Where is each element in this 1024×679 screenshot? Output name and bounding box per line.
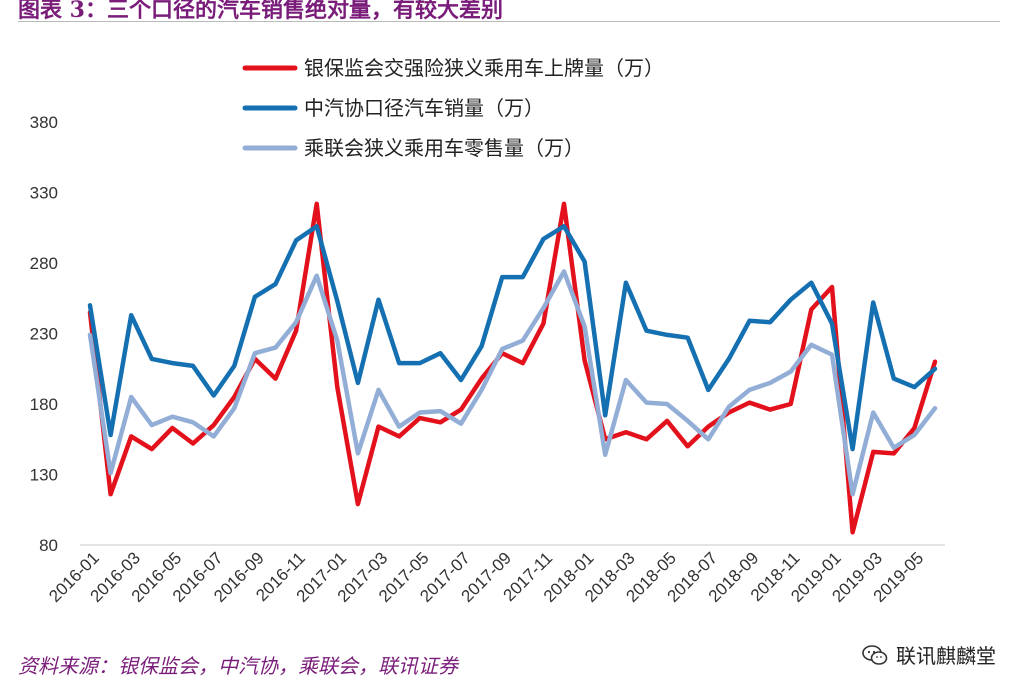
y-tick-label: 230 (30, 325, 58, 344)
watermark-text: 联讯麒麟堂 (896, 644, 996, 668)
x-axis: 2016-012016-032016-052016-072016-092016-… (45, 544, 945, 606)
y-axis: 80 130 180 230 280 330 380 (30, 113, 58, 555)
legend-label-1: 银保监会交强险狭义乘用车上牌量（万） (304, 56, 664, 80)
y-tick-label: 80 (39, 536, 58, 555)
series-line-1 (87, 201, 938, 535)
series-line-2 (87, 224, 938, 452)
legend: 银保监会交强险狭义乘用车上牌量（万） 中汽协口径汽车销量（万） 乘联会狭义乘用车零售… (242, 56, 664, 160)
chart-title: 图表 3：三个口径的汽车销售绝对量，有较大差别 (18, 0, 503, 23)
watermark: 联讯麒麟堂 (862, 640, 996, 669)
wechat-icon (862, 644, 888, 665)
series-line-3 (87, 269, 938, 497)
source-note: 资料来源：银保监会，中汽协，乘联会，联讯证券 (18, 654, 458, 678)
y-tick-label: 280 (30, 254, 58, 273)
y-tick-label: 180 (30, 395, 58, 414)
y-tick-label: 380 (30, 113, 58, 132)
series-layer (87, 201, 938, 535)
y-tick-label: 130 (30, 466, 58, 485)
y-tick-label: 330 (30, 184, 58, 203)
legend-label-2: 中汽协口径汽车销量（万） (304, 96, 544, 120)
legend-label-3: 乘联会狭义乘用车零售量（万） (304, 136, 584, 160)
title-divider (18, 21, 1000, 22)
